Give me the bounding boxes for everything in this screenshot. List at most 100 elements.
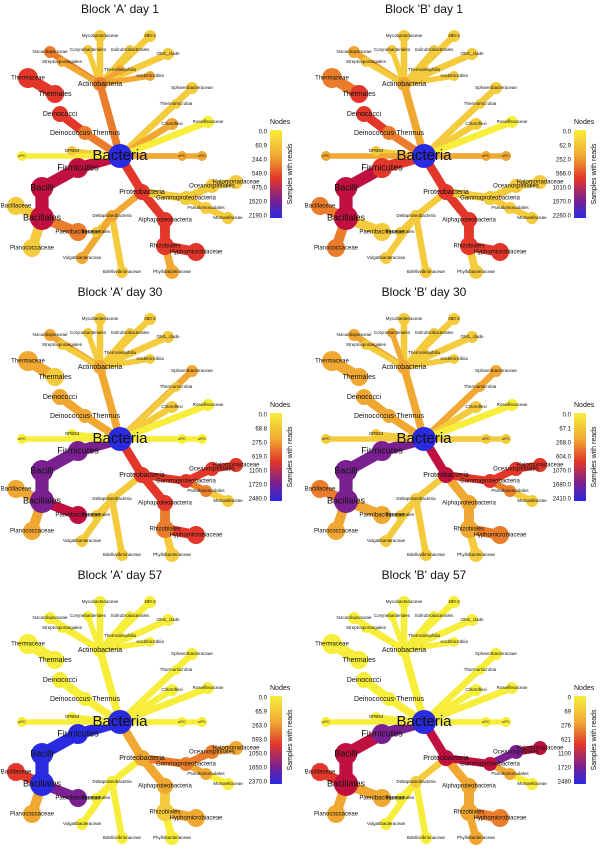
- node-label: Bacteria: [92, 430, 148, 447]
- legend-tick-label: 0.0: [259, 413, 268, 419]
- node: [205, 462, 219, 476]
- node-label: Rhizobiales: [453, 527, 484, 533]
- node: [395, 510, 405, 520]
- legend-title: Nodes: [270, 119, 291, 126]
- legend-tick-label: 0.0: [259, 696, 268, 702]
- branch: [97, 356, 153, 370]
- node-label: Chloroflexi: [161, 121, 182, 126]
- node: [157, 212, 173, 228]
- branch: [382, 495, 420, 545]
- node: [91, 793, 101, 803]
- node-label: Bacteria: [396, 713, 452, 730]
- branch: [382, 212, 420, 262]
- node: [419, 631, 429, 641]
- legend-tick-label: 1070.0: [553, 469, 572, 475]
- node: [475, 665, 485, 675]
- node-label: Bacteria: [396, 147, 452, 164]
- node: [398, 313, 410, 325]
- node: [382, 692, 396, 706]
- node: [165, 548, 179, 562]
- node: [395, 793, 405, 803]
- node-label: Acidimicrobiia: [440, 639, 468, 644]
- node-label: Hyphomicrobiaceae: [473, 816, 527, 822]
- node: [145, 354, 155, 364]
- node: [533, 458, 547, 472]
- node-label: Corynebacteriales: [374, 613, 411, 618]
- node-label: Hyphomicrobiaceae: [169, 533, 223, 539]
- node-label: Deinococci: [43, 394, 78, 401]
- node-label: Bdellovibrionaceae: [407, 269, 446, 274]
- node-label: Firmicutes: [57, 162, 99, 172]
- node: [491, 526, 509, 544]
- node-label: Hyphomicrobiaceae: [169, 816, 223, 822]
- node-label: Bacilli: [30, 465, 54, 475]
- node-label: Oceanospirillales: [493, 750, 539, 756]
- node: [108, 427, 132, 451]
- node: [483, 474, 497, 488]
- color-bar: [270, 413, 282, 501]
- node-label: Deinococcus-Thermus: [50, 696, 121, 703]
- node: [200, 485, 212, 497]
- node-label: Pseudomonadales: [491, 205, 529, 210]
- legend-tick-label: 2260.0: [553, 214, 572, 220]
- node-label: Roseiflexaceae: [497, 402, 528, 407]
- node: [481, 434, 491, 444]
- node-label: Moraxellaceae: [517, 215, 547, 220]
- branch: [108, 212, 126, 276]
- legend-tick-label: 621: [561, 738, 572, 744]
- node-label: Thermomicrobia: [160, 667, 193, 672]
- legend-title: Nodes: [270, 402, 291, 409]
- node-label: 480-2: [448, 33, 460, 38]
- node: [373, 789, 391, 807]
- node-label: Deinococcus-Thermus: [354, 413, 425, 420]
- node: [327, 522, 345, 540]
- node-label: uPC: [482, 153, 490, 158]
- branch: [78, 212, 116, 262]
- node-label: Pseudomonadales: [187, 205, 225, 210]
- node-label: uPC: [502, 719, 510, 724]
- node: [398, 596, 410, 608]
- node-label: uPC: [198, 436, 206, 441]
- node-label: Bacteria: [92, 147, 148, 164]
- node-label: Thermaceae: [11, 359, 45, 365]
- node-label: Corynebacteriales: [70, 613, 107, 618]
- node-label: Moraxellaceae: [213, 781, 243, 786]
- node-label: Acidimicrobiia: [440, 73, 468, 78]
- legend-tick-label: 1680.0: [553, 483, 572, 489]
- node-label: Nocardiopsaceae: [32, 332, 68, 337]
- node-label: Phyllobacteriaceae: [153, 835, 192, 840]
- node-label: Sphaerobacteraceae: [475, 651, 517, 656]
- legend-tick-label: 1520.0: [249, 200, 268, 206]
- legend-tick-label: 1100: [558, 752, 572, 758]
- node-label: Gammaproteobacteria: [156, 762, 216, 768]
- panel: Block 'A' day 57 Bacteria Actinobacteria My…: [1, 568, 294, 845]
- node: [461, 212, 477, 228]
- node-label: Firmicutes: [57, 445, 99, 455]
- node: [311, 480, 329, 498]
- node: [23, 805, 41, 823]
- node-label: uPC: [18, 436, 26, 441]
- node: [205, 179, 219, 193]
- node: [78, 692, 92, 706]
- node-label: Roseiflexaceae: [497, 685, 528, 690]
- node: [371, 429, 381, 439]
- node-label: OM1_clade: [156, 51, 180, 56]
- node-label: Sphaerobacteraceae: [171, 651, 213, 656]
- node: [397, 360, 411, 374]
- node-label: uPC: [178, 153, 186, 158]
- node-label: Vulgatibacteraceae: [367, 538, 406, 543]
- node: [481, 717, 491, 727]
- node: [44, 329, 56, 341]
- node: [322, 68, 342, 88]
- node: [372, 441, 392, 461]
- node: [506, 399, 518, 411]
- node-label: Planococcaceae: [314, 812, 359, 818]
- node: [134, 184, 150, 200]
- legend-tick-label: 0.0: [563, 413, 572, 419]
- node: [410, 776, 422, 788]
- node-label: Bdellovibrionaceae: [103, 552, 142, 557]
- node: [23, 522, 41, 540]
- node-label: Bacillaceae: [1, 204, 32, 210]
- node-label: Corynebacteriales: [374, 330, 411, 335]
- node-label: Deltaproteobacteria: [396, 779, 436, 784]
